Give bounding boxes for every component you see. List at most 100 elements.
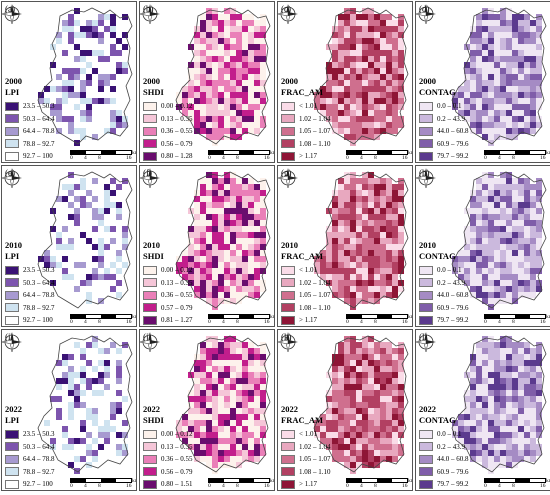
grid-cell <box>356 372 362 378</box>
grid-cell <box>224 208 230 214</box>
grid-cell <box>194 202 200 208</box>
grid-cell <box>380 402 386 408</box>
grid-cell <box>104 220 110 226</box>
grid-cell <box>536 20 542 26</box>
grid-cell <box>254 456 260 462</box>
grid-cell <box>338 110 344 116</box>
grid-cell <box>110 232 116 238</box>
grid-cell <box>242 74 248 80</box>
grid-cell <box>332 238 338 244</box>
grid-cell <box>338 450 344 456</box>
grid-cell <box>230 128 236 134</box>
grid-cell <box>56 44 62 50</box>
grid-cell <box>194 378 200 384</box>
grid-cell <box>200 104 206 110</box>
legend-item: 92.7 – 100 <box>5 314 55 326</box>
grid-cell <box>392 20 398 26</box>
grid-cell <box>524 26 530 32</box>
grid-cell <box>242 56 248 62</box>
grid-cell <box>92 32 98 38</box>
grid-cell <box>230 432 236 438</box>
grid-cell <box>482 110 488 116</box>
grid-cell <box>56 202 62 208</box>
grid-cell <box>254 408 260 414</box>
grid-cell <box>218 268 224 274</box>
grid-cell <box>368 262 374 268</box>
grid-cell <box>206 196 212 202</box>
grid-cell <box>110 238 116 244</box>
grid-cell <box>392 286 398 292</box>
grid-cell <box>488 444 494 450</box>
grid-cell <box>344 26 350 32</box>
grid-cell <box>212 354 218 360</box>
grid-cell <box>74 26 80 32</box>
grid-cell <box>518 14 524 20</box>
grid-cell <box>80 414 86 420</box>
grid-cell <box>338 342 344 348</box>
grid-cell <box>518 116 524 122</box>
grid-cell <box>470 450 476 456</box>
grid-cell <box>536 402 542 408</box>
legend-range-label: 92.7 – 100 <box>23 316 53 325</box>
legend-range-label: 60.9 – 79.6 <box>437 303 469 312</box>
legend-item: 0.36 – 0.55 <box>143 453 193 466</box>
grid-cell <box>104 396 110 402</box>
grid-cell <box>368 104 374 110</box>
grid-cell <box>512 62 518 68</box>
grid-cell <box>98 298 104 304</box>
scale-unit-label: km <box>546 314 550 320</box>
grid-cell <box>116 104 122 110</box>
scale-segment <box>530 479 545 482</box>
grid-cell <box>350 80 356 86</box>
year-label: 2000 <box>281 76 298 86</box>
grid-cell <box>98 202 104 208</box>
grid-cell <box>338 238 344 244</box>
grid-cell <box>206 116 212 122</box>
grid-cell <box>344 402 350 408</box>
grid-cell <box>494 250 500 256</box>
grid-cell <box>500 50 506 56</box>
grid-cell <box>470 408 476 414</box>
grid-cell <box>518 98 524 104</box>
grid-cell <box>230 190 236 196</box>
grid-cell <box>488 432 494 438</box>
grid-cell <box>350 414 356 420</box>
grid-cell <box>362 256 368 262</box>
grid-cell <box>122 220 128 226</box>
grid-cell <box>218 80 224 86</box>
grid-cell <box>248 292 254 298</box>
grid-cell <box>536 420 542 426</box>
legend-item: 0.13 – 0.35 <box>143 113 193 126</box>
scale-tick-label: 16 <box>402 483 408 489</box>
grid-cell <box>338 196 344 202</box>
grid-cell <box>536 122 542 128</box>
grid-cell <box>506 122 512 128</box>
legend-swatch <box>5 101 19 111</box>
grid-cell <box>80 256 86 262</box>
grid-cell <box>500 354 506 360</box>
grid-cell <box>200 420 206 426</box>
grid-cell <box>236 280 242 286</box>
grid-cell <box>506 396 512 402</box>
grid-cell <box>476 414 482 420</box>
grid-map <box>451 7 547 146</box>
metric-label: SHDI <box>143 251 164 261</box>
grid-cell <box>344 262 350 268</box>
grid-cell <box>200 226 206 232</box>
grid-cell <box>248 396 254 402</box>
grid-cell <box>194 262 200 268</box>
grid-cell <box>218 286 224 292</box>
grid-cell <box>344 20 350 26</box>
legend-range-label: 1.05 – 1.07 <box>299 455 331 464</box>
grid-cell <box>482 286 488 292</box>
grid-cell <box>62 238 68 244</box>
grid-cell <box>44 414 50 420</box>
grid-cell <box>206 238 212 244</box>
grid-cell <box>200 378 206 384</box>
legend-range-label: 44.0 – 60.8 <box>437 455 469 464</box>
grid-cell <box>392 190 398 196</box>
scale-bar: 04816km <box>346 150 412 162</box>
legend-item: > 1.17 <box>281 314 331 326</box>
grid-cell <box>80 238 86 244</box>
grid-map <box>175 171 271 310</box>
